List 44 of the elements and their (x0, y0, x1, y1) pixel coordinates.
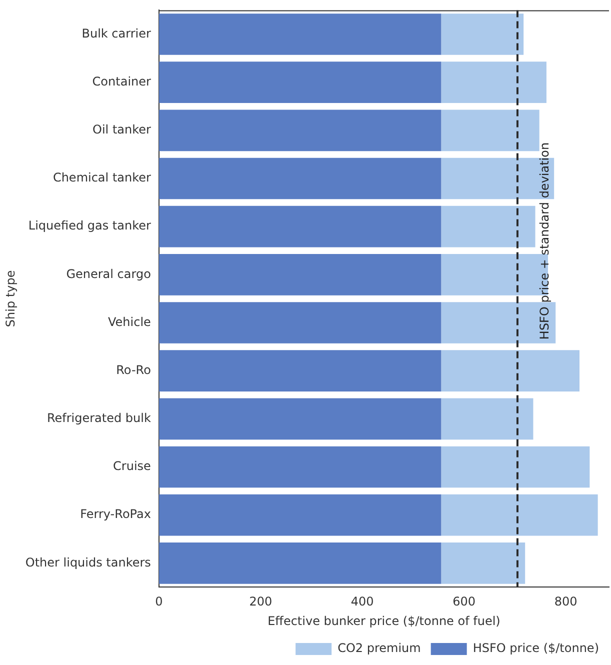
bar (441, 302, 556, 344)
bar (158, 446, 442, 488)
bar (158, 62, 442, 103)
bar (441, 62, 546, 103)
bar (158, 494, 442, 536)
y-tick-label: Bulk carrier (82, 26, 152, 40)
y-tick-label: Vehicle (108, 314, 151, 329)
bar (441, 542, 526, 584)
bar (441, 494, 598, 536)
y-tick-label: Cruise (113, 459, 151, 474)
x-axis-title: Effective bunker price ($/tonne of fuel) (268, 614, 500, 628)
legend-label: HSFO price ($/tonne) (472, 641, 600, 656)
bar (158, 110, 442, 152)
y-tick-label: General cargo (66, 266, 151, 281)
ref-line-label: HSFO price + standard deviation (538, 142, 552, 340)
y-tick-label: Refrigerated bulk (46, 411, 151, 426)
bar (158, 398, 442, 440)
x-tick-label: 0 (155, 594, 163, 609)
x-tick-label: 200 (249, 594, 272, 609)
bar (158, 14, 442, 55)
bar (441, 110, 540, 152)
y-tick-label: Other liquids tankers (25, 555, 151, 570)
y-tick-label: Chemical tanker (52, 170, 152, 185)
bar (441, 446, 590, 488)
bar (158, 542, 442, 584)
bar (158, 158, 442, 200)
y-tick-label: Ro-Ro (116, 362, 151, 377)
y-axis-title: Ship type (3, 270, 18, 328)
y-tick-label: Oil tanker (92, 122, 152, 137)
bar (158, 206, 442, 248)
bar (441, 398, 534, 440)
bar (441, 14, 524, 55)
bar (441, 206, 536, 248)
bar (158, 350, 442, 392)
legend-label: CO2 premium (338, 641, 421, 656)
bar (441, 350, 580, 392)
y-tick-label: Ferry-RoPax (80, 507, 151, 522)
x-tick-label: 600 (452, 594, 476, 609)
y-tick-label: Container (92, 74, 152, 88)
bar (158, 254, 442, 296)
y-tick-label: Liquefied gas tanker (28, 218, 152, 233)
x-tick-label: 800 (554, 594, 578, 609)
x-tick-label: 400 (350, 594, 374, 609)
bar (158, 302, 442, 344)
